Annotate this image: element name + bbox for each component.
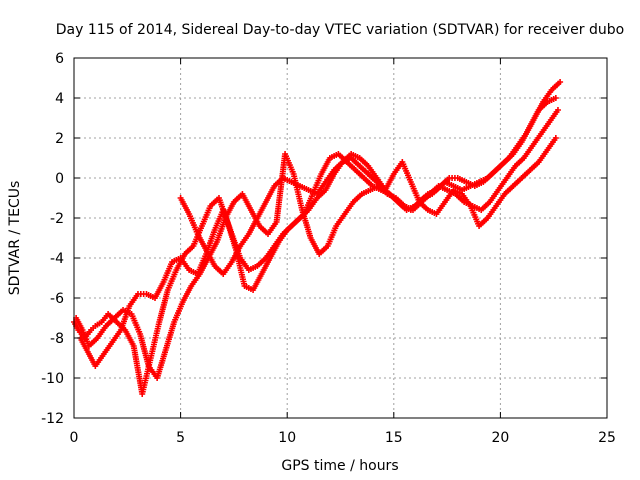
y-tick-label: 2: [55, 131, 64, 147]
x-axis-label: GPS time / hours: [281, 458, 398, 474]
x-tick-label: 25: [598, 430, 616, 446]
y-tick-label: -12: [41, 411, 64, 427]
y-tick-label: -4: [50, 251, 64, 267]
y-tick-label: -8: [50, 331, 64, 347]
data-point: [552, 135, 559, 141]
data-marks: [71, 79, 564, 397]
y-tick-label: 4: [55, 91, 64, 107]
plot-frame: [73, 57, 608, 419]
y-tick-label: -2: [50, 211, 64, 227]
x-tick-label: 5: [176, 430, 185, 446]
data-point: [554, 107, 561, 113]
x-tick-label: 0: [70, 430, 79, 446]
y-tick-label: -10: [41, 371, 64, 387]
x-tick-label: 10: [278, 430, 296, 446]
series-4: [177, 135, 559, 277]
y-tick-label: 0: [55, 171, 64, 187]
chart-title: Day 115 of 2014, Sidereal Day-to-day VTE…: [56, 22, 624, 38]
axes: 0 5 10 15 20 25 -12 -10 -8 -6 -4 -2 0 2 4 6: [41, 51, 616, 446]
y-tick-label: 6: [55, 51, 64, 67]
y-axis-label: SDTVAR / TECUs: [7, 181, 23, 296]
x-tick-label: 20: [491, 430, 509, 446]
data-point: [552, 95, 559, 101]
data-point: [557, 79, 564, 85]
y-tick-label: -6: [50, 291, 64, 307]
x-tick-label: 15: [385, 430, 403, 446]
